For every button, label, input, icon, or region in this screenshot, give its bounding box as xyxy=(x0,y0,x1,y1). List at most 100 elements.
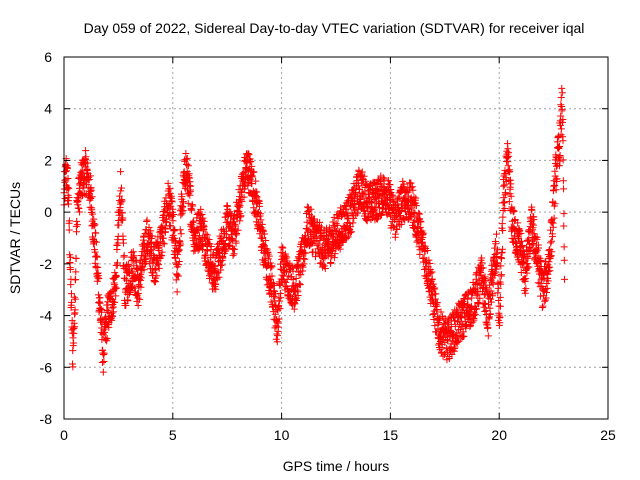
data-point xyxy=(292,281,300,289)
data-point xyxy=(544,270,552,278)
data-point xyxy=(516,226,524,234)
data-point xyxy=(492,240,500,248)
data-point xyxy=(155,243,163,251)
data-point xyxy=(93,253,101,261)
data-point xyxy=(346,220,354,228)
data-point xyxy=(117,184,125,192)
data-point xyxy=(546,267,554,275)
data-point xyxy=(555,162,563,170)
data-point xyxy=(517,268,525,276)
data-point xyxy=(65,217,73,225)
data-point xyxy=(505,198,513,206)
y-tick-label: -4 xyxy=(40,308,53,324)
data-point xyxy=(546,253,554,261)
data-point xyxy=(261,230,269,238)
data-point xyxy=(71,306,79,314)
data-point xyxy=(498,245,506,253)
data-point xyxy=(212,285,220,293)
data-point xyxy=(229,251,237,259)
data-point xyxy=(219,254,227,262)
data-point xyxy=(268,272,276,280)
data-point xyxy=(539,302,547,310)
data-point xyxy=(416,210,424,218)
data-point xyxy=(517,229,525,237)
data-point xyxy=(103,307,111,315)
data-point xyxy=(177,230,185,238)
data-point xyxy=(492,268,500,276)
data-point xyxy=(294,291,302,299)
data-point xyxy=(451,322,459,330)
data-point xyxy=(281,250,289,258)
data-point xyxy=(549,233,557,241)
data-point xyxy=(510,207,518,215)
data-point xyxy=(184,162,192,170)
data-point xyxy=(382,187,390,195)
data-point xyxy=(95,299,103,307)
data-point xyxy=(113,284,121,292)
data-point xyxy=(556,151,564,159)
data-point xyxy=(432,290,440,298)
data-point xyxy=(343,234,351,242)
data-point xyxy=(450,345,458,353)
data-point xyxy=(257,216,265,224)
data-point xyxy=(65,184,73,192)
data-point xyxy=(200,217,208,225)
data-point xyxy=(170,227,178,235)
data-point xyxy=(231,245,239,253)
data-point xyxy=(143,216,151,224)
y-tick-label: -2 xyxy=(40,256,53,272)
data-point xyxy=(354,209,362,217)
data-point xyxy=(504,158,512,166)
data-point xyxy=(72,268,80,276)
data-point xyxy=(530,247,538,255)
data-point xyxy=(268,263,276,271)
data-point xyxy=(128,267,136,275)
data-point xyxy=(72,276,80,284)
data-point xyxy=(494,284,502,292)
data-point xyxy=(247,158,255,166)
data-point xyxy=(259,226,267,234)
data-point xyxy=(496,302,504,310)
data-point xyxy=(557,94,565,102)
data-point xyxy=(67,253,75,261)
data-point xyxy=(292,275,300,283)
data-point xyxy=(158,248,166,256)
y-tick-label: 6 xyxy=(44,49,52,65)
data-point xyxy=(299,263,307,271)
data-point xyxy=(303,203,311,211)
data-point xyxy=(342,205,350,213)
data-point xyxy=(148,232,156,240)
data-point xyxy=(111,283,119,291)
data-point xyxy=(68,298,76,306)
data-point xyxy=(535,244,543,252)
data-point xyxy=(433,299,441,307)
data-point xyxy=(188,206,196,214)
data-point xyxy=(507,192,515,200)
data-point xyxy=(497,262,505,270)
data-point xyxy=(346,229,354,237)
data-point xyxy=(559,177,567,185)
data-point xyxy=(514,219,522,227)
data-point xyxy=(496,293,504,301)
data-point xyxy=(175,257,183,265)
data-point xyxy=(69,363,77,371)
data-point xyxy=(234,226,242,234)
data-point xyxy=(199,214,207,222)
data-point xyxy=(69,334,77,342)
data-point xyxy=(142,258,150,266)
data-point xyxy=(91,259,99,267)
data-point xyxy=(373,180,381,188)
data-point xyxy=(145,223,153,231)
data-point xyxy=(471,311,479,319)
data-point xyxy=(276,305,284,313)
data-point xyxy=(347,223,355,231)
data-point xyxy=(124,297,132,305)
data-point xyxy=(443,344,451,352)
data-point xyxy=(417,218,425,226)
data-point xyxy=(111,298,119,306)
data-point xyxy=(300,260,308,268)
data-point xyxy=(122,301,130,309)
data-point xyxy=(331,250,339,258)
data-point xyxy=(148,239,156,247)
